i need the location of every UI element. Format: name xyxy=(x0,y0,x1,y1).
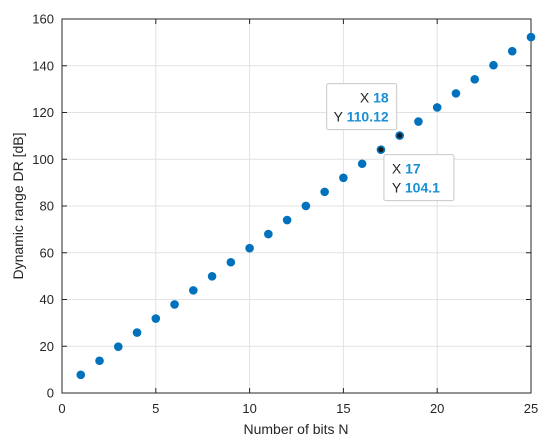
data-point xyxy=(189,286,198,295)
data-point xyxy=(339,173,348,183)
data-point xyxy=(264,229,273,239)
data-points xyxy=(76,32,536,380)
data-point xyxy=(132,328,142,337)
data-point xyxy=(320,187,329,197)
data-point xyxy=(113,342,123,351)
datatip-x-label: X xyxy=(360,90,373,106)
x-tick-label: 15 xyxy=(336,401,350,416)
x-tick-label: 25 xyxy=(524,401,538,416)
y-tick-label: 0 xyxy=(47,386,54,401)
datatip-y-label: Y xyxy=(392,180,405,196)
y-tick-labels: 0 20 40 60 80 100 120 140 160 xyxy=(32,12,54,401)
data-point xyxy=(489,60,498,70)
y-tick-label: 100 xyxy=(32,152,54,167)
x-axis-label: Number of bits N xyxy=(243,421,348,437)
datatips: X 18Y 110.12X 17Y 104.1 xyxy=(326,83,455,202)
y-tick-label: 60 xyxy=(40,245,54,260)
data-point xyxy=(432,103,442,112)
y-tick-label: 80 xyxy=(40,199,54,214)
datatip-x-row: X 17 xyxy=(392,161,421,177)
data-point xyxy=(245,243,254,253)
datatip: X 17Y 104.1 xyxy=(378,147,455,202)
y-tick-label: 120 xyxy=(32,105,54,120)
data-point xyxy=(470,75,480,84)
y-axis-label: Dynamic range DR [dB] xyxy=(10,132,26,279)
data-point xyxy=(526,32,536,42)
datatip-x-value: 17 xyxy=(405,161,421,177)
datatip-y-row: Y 104.1 xyxy=(392,180,440,196)
y-tick-label: 20 xyxy=(40,339,54,354)
datatip-marker xyxy=(378,147,384,153)
y-tick-label: 140 xyxy=(32,58,54,73)
datatip-box xyxy=(383,154,455,202)
datatip-y-row: Y 110.12 xyxy=(334,109,389,125)
datatip-marker xyxy=(397,132,403,139)
datatip: X 18 Y 110.12 xyxy=(326,83,403,139)
x-tick-label: 0 xyxy=(58,401,65,416)
x-tick-label: 5 xyxy=(152,401,159,416)
data-point xyxy=(301,201,311,211)
datatip-x-label: X xyxy=(392,161,405,177)
x-tick-labels: 0 5 10 15 20 25 xyxy=(58,401,538,416)
data-point xyxy=(507,46,517,56)
datatip-y-value: 110.12 xyxy=(347,109,389,125)
datatip-y-label: Y xyxy=(334,109,347,125)
data-point xyxy=(226,257,236,267)
data-point xyxy=(357,159,367,169)
data-point xyxy=(170,300,179,309)
y-tick-label: 40 xyxy=(40,292,54,307)
data-point xyxy=(451,89,461,98)
datatip-y-value: 104.1 xyxy=(405,180,440,196)
x-tick-label: 10 xyxy=(242,401,256,416)
datatip-box xyxy=(326,83,398,131)
data-point xyxy=(151,314,161,323)
x-tick-label: 20 xyxy=(430,401,444,416)
data-point xyxy=(95,356,104,366)
ticks xyxy=(61,18,532,394)
data-point xyxy=(282,215,292,225)
data-point xyxy=(76,370,86,380)
data-point xyxy=(207,272,217,281)
data-point xyxy=(414,117,423,126)
y-tick-label: 160 xyxy=(32,12,54,27)
datatip-x-row: X 18 xyxy=(360,90,389,106)
datatip-x-value: 18 xyxy=(373,90,389,106)
